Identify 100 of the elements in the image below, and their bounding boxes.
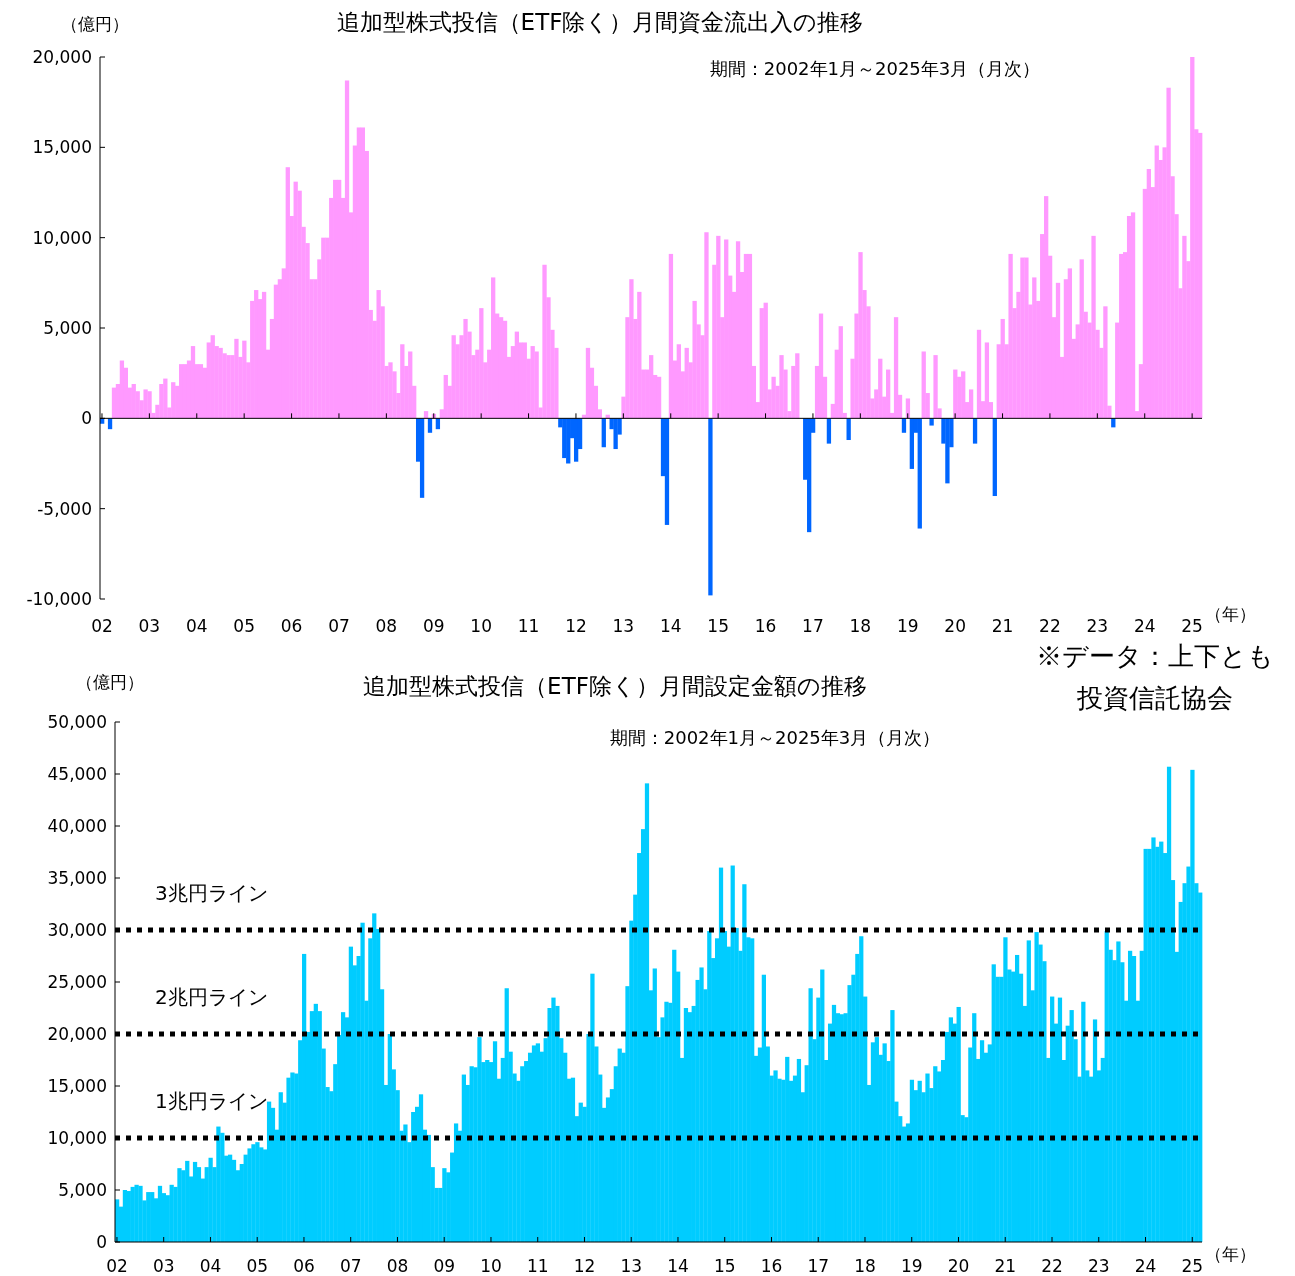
bar xyxy=(637,291,642,419)
bar xyxy=(933,1066,938,1242)
bar xyxy=(1008,253,1013,419)
bar xyxy=(890,1010,895,1242)
bar xyxy=(285,167,290,419)
x-tick-label: 03 xyxy=(152,1256,175,1276)
bar xyxy=(818,313,824,419)
x-tick-label: 10 xyxy=(470,616,492,636)
bar xyxy=(692,300,697,419)
x-tick-label: 11 xyxy=(526,1256,549,1276)
bar xyxy=(858,252,863,419)
bar xyxy=(242,340,247,419)
bar xyxy=(893,317,899,419)
bar xyxy=(1091,235,1096,419)
bar xyxy=(578,1102,583,1242)
bar xyxy=(708,418,713,596)
bar xyxy=(656,376,662,419)
bar xyxy=(1182,235,1187,419)
y-tick-label: 5,000 xyxy=(43,318,92,338)
bar xyxy=(1151,837,1156,1242)
x-tick-label: 18 xyxy=(854,1256,876,1276)
x-tick-label: 15 xyxy=(713,1256,736,1276)
bar xyxy=(313,1003,318,1242)
x-tick-label: 16 xyxy=(754,616,777,636)
bar xyxy=(147,391,152,419)
bar xyxy=(771,376,776,419)
bar xyxy=(372,913,377,1242)
bar xyxy=(290,1072,295,1242)
bar xyxy=(1055,282,1061,419)
bar xyxy=(171,382,176,419)
bar xyxy=(255,1142,260,1242)
bar xyxy=(724,239,729,419)
bar xyxy=(683,1008,689,1242)
bar xyxy=(216,1126,221,1242)
x-tick-label: 15 xyxy=(707,616,729,636)
bar xyxy=(859,936,864,1242)
bar xyxy=(585,347,591,419)
y-tick-label: 50,000 xyxy=(47,712,107,732)
bar xyxy=(901,418,907,433)
x-tick-label: 08 xyxy=(375,616,398,636)
bar xyxy=(716,235,721,419)
y-tick-label: -5,000 xyxy=(37,498,92,519)
x-tick-label: 04 xyxy=(199,1256,222,1276)
bar xyxy=(479,308,484,419)
bar xyxy=(925,1073,930,1242)
bar xyxy=(227,1154,233,1242)
bar xyxy=(210,335,215,419)
y-tick-label: 45,000 xyxy=(47,764,107,784)
bar xyxy=(909,418,915,469)
bar xyxy=(340,1012,346,1242)
bar xyxy=(984,342,990,419)
x-tick-label: 25 xyxy=(1181,1256,1204,1276)
bar xyxy=(921,351,926,419)
bar xyxy=(461,1074,466,1242)
x-tick-label: 23 xyxy=(1087,1256,1110,1276)
bar xyxy=(972,418,978,444)
x-tick-label: 06 xyxy=(293,1256,315,1276)
bar xyxy=(1166,87,1171,419)
ref-line-label: 2兆円ライン xyxy=(155,985,268,1009)
text: ※データ：上下とも投資信託協会 xyxy=(1035,640,1275,715)
bar xyxy=(808,988,813,1242)
bar xyxy=(522,342,527,419)
bar xyxy=(1116,941,1121,1242)
bar xyxy=(961,371,966,419)
bar xyxy=(150,1192,155,1242)
bar xyxy=(1044,196,1049,419)
x-tick-label: 12 xyxy=(565,616,587,636)
bar xyxy=(601,418,606,448)
bar xyxy=(163,378,168,419)
x-tick-label: 24 xyxy=(1134,1256,1157,1276)
y-axis-title: （億円） xyxy=(76,672,144,692)
bar xyxy=(122,1190,128,1242)
bar xyxy=(707,931,712,1242)
bar xyxy=(1154,145,1159,419)
bar xyxy=(443,374,448,419)
bar xyxy=(590,973,595,1242)
x-tick-label: 03 xyxy=(138,616,161,636)
bar xyxy=(535,1043,541,1242)
bar xyxy=(1127,950,1133,1242)
bar xyxy=(968,389,974,419)
x-tick-label: 12 xyxy=(573,1256,596,1276)
bar xyxy=(664,418,670,525)
bar xyxy=(672,949,677,1242)
y-tick-label: 25,000 xyxy=(47,972,107,992)
bar xyxy=(1032,277,1037,419)
bar xyxy=(747,253,753,419)
bar xyxy=(1081,1001,1086,1242)
bar xyxy=(664,1001,669,1242)
bar xyxy=(442,1168,447,1242)
bar xyxy=(376,290,381,419)
y-tick-label: 15,000 xyxy=(47,1076,107,1096)
x-tick-label: 16 xyxy=(760,1256,783,1276)
bar xyxy=(388,362,393,419)
x-tick-label: 02 xyxy=(106,1256,128,1276)
bar xyxy=(1034,932,1039,1242)
x-tick-label: 21 xyxy=(994,1256,1017,1276)
bar xyxy=(613,418,618,450)
x-tick-label: 20 xyxy=(944,616,966,636)
y-tick-label: -10,000 xyxy=(26,589,92,609)
x-tick-label: 22 xyxy=(1039,616,1061,636)
